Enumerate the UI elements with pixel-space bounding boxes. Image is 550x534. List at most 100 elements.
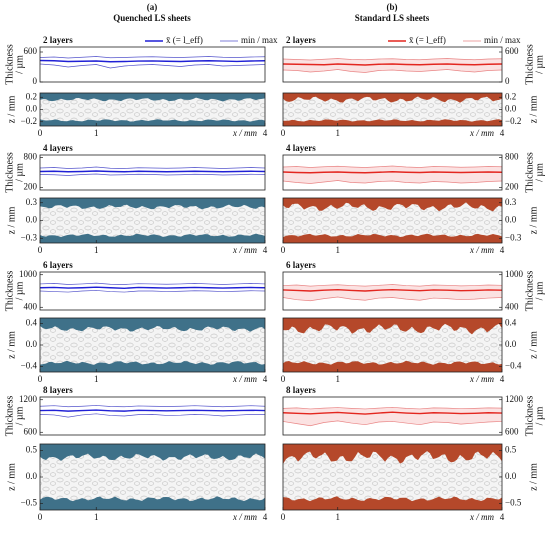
y-tick-label: 0.5 bbox=[26, 444, 38, 454]
y-axis-label: z / mm bbox=[6, 206, 17, 234]
x-tick-label: 0 bbox=[281, 512, 286, 522]
y-axis-label: z / mm bbox=[528, 331, 539, 359]
y-tick-label: 1000 bbox=[19, 269, 38, 279]
mean-line bbox=[282, 411, 503, 415]
panel-title: 6 layers bbox=[43, 260, 73, 270]
panel: 2 layers 0 600 Thickness/ µm x̄ (= l_eff) min… bbox=[282, 35, 545, 86]
x-axis-label: x / mm bbox=[469, 512, 494, 522]
panel: 2 layers 0 600 Thickness/ µm x̄ (= l_eff) min… bbox=[4, 35, 278, 86]
y-tick-label: −0.4 bbox=[505, 361, 522, 371]
y-tick-label: −0.3 bbox=[505, 232, 522, 242]
y-tick-label: 600 bbox=[24, 46, 38, 56]
frame bbox=[282, 396, 503, 436]
min-max-line bbox=[39, 405, 266, 408]
panel: −0.5 0.0 0.5 0 1 4 x / mm z / mm bbox=[281, 443, 539, 522]
y-axis-label: Thickness bbox=[524, 44, 535, 85]
y-axis-label: / µm bbox=[534, 55, 545, 74]
mean-line bbox=[282, 171, 503, 174]
y-axis-label: / µm bbox=[534, 281, 545, 300]
y-axis-label: / µm bbox=[534, 163, 545, 182]
x-tick-label: 0 bbox=[38, 128, 43, 138]
mean-line bbox=[39, 409, 266, 412]
min-max-line bbox=[282, 180, 503, 184]
mean-line bbox=[39, 286, 266, 289]
x-tick-label: 4 bbox=[500, 128, 505, 138]
top-layer bbox=[40, 93, 265, 102]
panel: 4 layers 200 800 Thickness/ µm bbox=[282, 143, 545, 193]
top-layer bbox=[40, 444, 265, 461]
x-axis-label: x / mm bbox=[232, 245, 257, 255]
y-tick-label: 0.0 bbox=[26, 104, 38, 114]
panel: −0.4 0.0 0.4 0 1 4 x / mm z / mm bbox=[281, 317, 540, 384]
top-layer bbox=[283, 198, 502, 212]
x-tick-label: 1 bbox=[94, 128, 99, 138]
y-axis-label: Thickness bbox=[4, 152, 15, 193]
panel-title: 2 layers bbox=[43, 35, 73, 45]
y-tick-label: 0 bbox=[505, 76, 510, 86]
panel-title: 4 layers bbox=[43, 143, 73, 153]
frame bbox=[39, 271, 266, 311]
y-tick-label: 1000 bbox=[505, 269, 524, 279]
min-max-line bbox=[39, 56, 266, 59]
frame bbox=[282, 154, 503, 191]
y-axis-label: z / mm bbox=[6, 95, 17, 123]
min-max-line bbox=[282, 406, 503, 410]
panel-title: 8 layers bbox=[43, 385, 73, 395]
top-layer bbox=[40, 198, 265, 210]
y-axis-label: / µm bbox=[534, 406, 545, 425]
y-tick-label: 0.0 bbox=[505, 339, 517, 349]
y-tick-label: 0.4 bbox=[505, 317, 517, 327]
x-tick-label: 1 bbox=[94, 374, 99, 384]
legend-label: min / max bbox=[241, 35, 278, 45]
y-axis-label: Thickness bbox=[524, 396, 535, 437]
x-tick-label: 4 bbox=[500, 512, 505, 522]
x-tick-label: 1 bbox=[336, 128, 341, 138]
x-axis-label: x / mm bbox=[469, 374, 494, 384]
min-max-line bbox=[282, 296, 503, 302]
x-tick-label: 4 bbox=[500, 245, 505, 255]
x-tick-label: 1 bbox=[336, 374, 341, 384]
panel: −0.5 0.0 0.5 0 1 4 x / mm z / mm bbox=[6, 443, 268, 522]
y-tick-label: 1200 bbox=[505, 394, 524, 404]
y-axis-label: / µm bbox=[14, 55, 25, 74]
mean-line bbox=[39, 59, 266, 63]
x-axis-label: x / mm bbox=[232, 128, 257, 138]
y-axis-label: z / mm bbox=[6, 463, 17, 491]
frame bbox=[39, 396, 266, 436]
legend-label: min / max bbox=[484, 35, 521, 45]
x-tick-label: 4 bbox=[263, 512, 268, 522]
y-tick-label: 0 bbox=[33, 76, 38, 86]
x-axis-label: x / mm bbox=[469, 128, 494, 138]
frame bbox=[282, 46, 503, 83]
min-max-line bbox=[39, 63, 266, 69]
mean-line bbox=[39, 170, 266, 173]
y-tick-label: 0.3 bbox=[505, 197, 517, 207]
legend-label: x̄ (= l_eff) bbox=[409, 35, 446, 45]
x-tick-label: 1 bbox=[336, 512, 341, 522]
y-axis-label: Thickness bbox=[524, 152, 535, 193]
min-max-band bbox=[283, 407, 502, 426]
x-tick-label: 1 bbox=[94, 512, 99, 522]
min-max-band bbox=[283, 284, 502, 301]
y-axis-label: z / mm bbox=[528, 206, 539, 234]
y-axis-label: Thickness bbox=[4, 44, 15, 85]
y-tick-label: 0.2 bbox=[26, 91, 37, 101]
panel: 6 layers 400 1000 Thickness/ µm bbox=[4, 260, 266, 311]
y-tick-label: −0.3 bbox=[21, 232, 38, 242]
y-axis-label: / µm bbox=[14, 281, 25, 300]
column-label: (a) bbox=[147, 2, 158, 12]
column-title: Quenched LS sheets bbox=[113, 13, 191, 23]
y-axis-label: z / mm bbox=[6, 331, 17, 359]
y-tick-label: 400 bbox=[24, 301, 38, 311]
y-tick-label: −0.2 bbox=[21, 116, 37, 126]
panel: −0.4 0.0 0.4 0 1 4 x / mm z / mm bbox=[6, 317, 267, 384]
y-tick-label: 800 bbox=[505, 152, 519, 162]
min-max-line bbox=[282, 58, 503, 61]
bottom-layer bbox=[283, 496, 502, 510]
mean-line bbox=[282, 288, 503, 292]
x-tick-label: 4 bbox=[263, 128, 268, 138]
frame bbox=[282, 271, 503, 311]
y-axis-label: / µm bbox=[14, 406, 25, 425]
